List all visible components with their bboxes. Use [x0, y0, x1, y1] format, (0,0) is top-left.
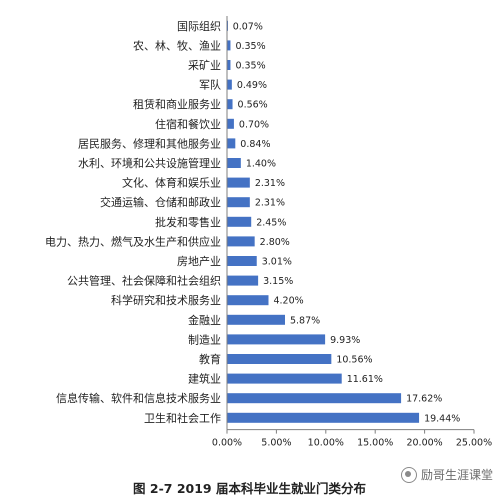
value-label: 2.31%: [255, 198, 285, 209]
category-label: 公共管理、社会保障和社会组织: [67, 274, 221, 288]
bar: [227, 275, 259, 286]
category-label: 制造业: [188, 332, 221, 346]
bar: [227, 314, 285, 325]
bar: [227, 256, 257, 266]
x-tick-label: 25.00%: [456, 438, 492, 449]
bar: [227, 373, 342, 384]
category-label: 批发和零售业: [155, 215, 221, 229]
category-labels: 国际组织农、林、牧、渔业采矿业军队租赁和商业服务业住宿和餐饮业居民服务、修理和其…: [45, 19, 221, 425]
value-label: 0.35%: [235, 61, 265, 72]
bar: [227, 118, 234, 129]
value-label: 0.56%: [238, 100, 268, 111]
value-label: 0.07%: [233, 21, 263, 32]
value-label: 3.15%: [263, 276, 293, 287]
category-label: 住宿和餐饮业: [155, 117, 221, 131]
value-label: 2.31%: [255, 178, 285, 189]
category-label: 金融业: [188, 313, 221, 327]
bar: [227, 177, 250, 188]
value-label: 0.84%: [240, 139, 270, 150]
bar: [227, 354, 332, 364]
category-label: 建筑业: [188, 372, 221, 386]
watermark: 励哥生涯课堂: [400, 466, 493, 483]
bar: [227, 412, 420, 423]
bar: [227, 138, 236, 149]
x-tick-label: 15.00%: [357, 438, 393, 449]
category-label: 国际组织: [177, 19, 221, 33]
bar: [227, 60, 231, 70]
x-tick-label: 20.00%: [406, 438, 442, 449]
category-label: 电力、热力、燃气及水生产和供应业: [45, 234, 221, 248]
category-label: 文化、体育和娱乐业: [122, 176, 221, 190]
bar: [227, 197, 250, 208]
value-label: 0.70%: [239, 119, 269, 130]
bar: [227, 393, 402, 404]
x-axis-ticks: 0.00% 5.00% 10.00% 15.00% 20.00% 25.00%: [212, 429, 492, 449]
value-label: 0.35%: [235, 41, 265, 52]
value-label: 4.20%: [273, 296, 303, 307]
chart-title: 图 2-7 2019 届本科毕业生就业门类分布: [133, 481, 366, 496]
value-label: 3.01%: [262, 257, 292, 268]
value-label: 9.93%: [330, 335, 360, 346]
value-label: 1.40%: [246, 159, 276, 170]
bar: [227, 236, 255, 247]
bar: [227, 99, 233, 110]
wechat-icon: [400, 466, 417, 483]
watermark-text: 励哥生涯课堂: [420, 468, 493, 482]
value-label: 10.56%: [336, 355, 372, 366]
category-label: 科学研究和技术服务业: [111, 293, 221, 307]
bar: [227, 295, 269, 306]
category-label: 信息传输、软件和信息技术服务业: [56, 391, 221, 405]
bar: [227, 158, 241, 168]
value-label: 2.45%: [256, 217, 286, 228]
bar: [227, 334, 326, 345]
value-labels: 0.07% 0.35% 0.35% 0.49% 0.56% 0.70% 0.84% 1.40%…: [233, 21, 461, 424]
value-label: 2.80%: [260, 237, 290, 248]
bar: [227, 40, 231, 51]
category-label: 农、林、牧、渔业: [133, 38, 221, 52]
category-label: 水利、环境和公共设施管理业: [78, 156, 221, 170]
value-label: 17.62%: [406, 394, 442, 405]
category-label: 卫生和社会工作: [144, 411, 221, 425]
x-tick-label: 5.00%: [261, 438, 291, 449]
category-label: 教育: [199, 352, 221, 366]
value-label: 19.44%: [424, 413, 460, 424]
category-label: 房地产业: [177, 254, 221, 268]
category-label: 居民服务、修理和其他服务业: [78, 136, 221, 150]
value-label: 0.49%: [237, 80, 267, 91]
category-label: 军队: [199, 78, 221, 92]
bar: [227, 79, 232, 90]
value-label: 11.61%: [347, 374, 383, 385]
category-label: 采矿业: [188, 59, 221, 72]
category-label: 交通运输、仓储和邮政业: [100, 195, 221, 209]
x-tick-label: 0.00%: [212, 438, 242, 449]
bars-layer: [227, 20, 420, 423]
category-label: 租赁和商业服务业: [133, 97, 221, 111]
bar: [227, 216, 252, 227]
x-tick-label: 10.00%: [308, 438, 344, 449]
value-label: 5.87%: [290, 315, 320, 326]
